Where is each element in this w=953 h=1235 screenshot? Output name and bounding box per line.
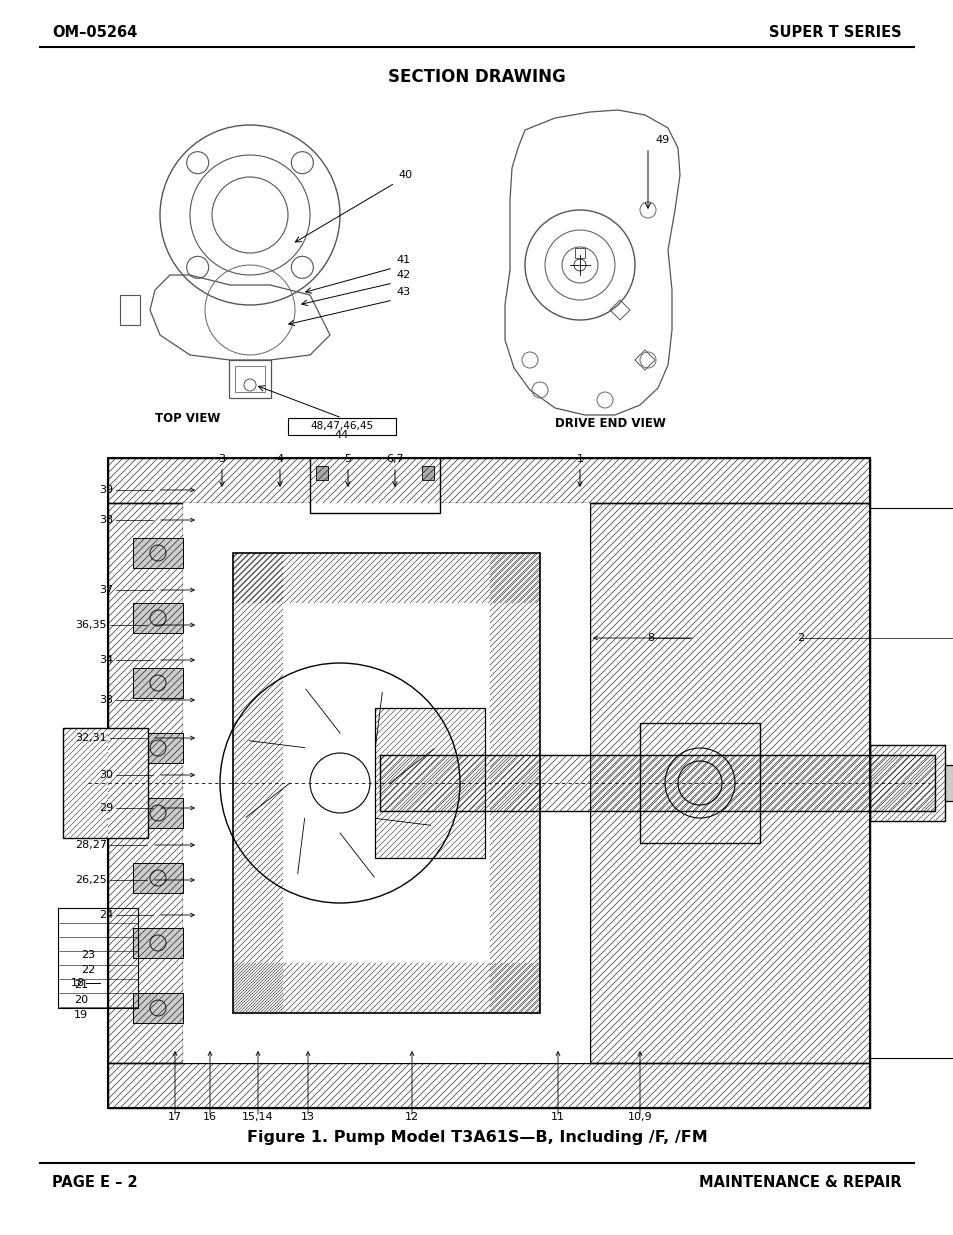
- Text: SUPER T SERIES: SUPER T SERIES: [768, 25, 901, 40]
- Text: 30: 30: [99, 769, 112, 781]
- Text: SECTION DRAWING: SECTION DRAWING: [388, 68, 565, 86]
- Text: 4: 4: [276, 454, 283, 464]
- Text: 23: 23: [81, 950, 95, 960]
- Bar: [132, 993, 183, 1023]
- Bar: [132, 798, 183, 827]
- Text: 44: 44: [335, 430, 349, 440]
- Text: 40: 40: [397, 170, 412, 180]
- Text: 20: 20: [73, 995, 88, 1005]
- Text: 33: 33: [99, 695, 112, 705]
- Text: 26,25: 26,25: [75, 876, 107, 885]
- Bar: [315, 466, 328, 480]
- Bar: [639, 722, 760, 844]
- Bar: [132, 734, 183, 763]
- Text: 16: 16: [203, 1112, 216, 1123]
- Text: 6,7: 6,7: [386, 454, 403, 464]
- Text: 37: 37: [99, 585, 112, 595]
- Bar: [589, 503, 869, 1063]
- Bar: [132, 603, 183, 634]
- Bar: [108, 458, 869, 503]
- Text: TOP VIEW: TOP VIEW: [154, 412, 220, 425]
- Text: 39: 39: [99, 485, 112, 495]
- Bar: [234, 366, 265, 391]
- Bar: [288, 417, 395, 435]
- Bar: [233, 553, 539, 1013]
- Text: 48,47,46,45: 48,47,46,45: [310, 421, 374, 431]
- Bar: [379, 755, 934, 811]
- Bar: [58, 908, 138, 1008]
- Bar: [575, 248, 584, 258]
- Bar: [63, 727, 148, 839]
- Text: 22: 22: [81, 965, 95, 974]
- Text: 17: 17: [168, 1112, 182, 1123]
- Text: 21: 21: [73, 981, 88, 990]
- Bar: [132, 863, 183, 893]
- Text: 18: 18: [71, 978, 85, 988]
- Text: 49: 49: [655, 135, 669, 144]
- Text: 11: 11: [551, 1112, 564, 1123]
- Text: 38: 38: [99, 515, 112, 525]
- Bar: [229, 359, 271, 398]
- Text: DRIVE END VIEW: DRIVE END VIEW: [554, 417, 665, 430]
- Bar: [869, 745, 944, 821]
- Bar: [132, 668, 183, 698]
- Bar: [375, 708, 484, 858]
- Text: 3: 3: [218, 454, 225, 464]
- Text: 34: 34: [99, 655, 112, 664]
- Text: 2: 2: [796, 634, 803, 643]
- Text: 43: 43: [395, 287, 410, 296]
- Text: 5: 5: [344, 454, 351, 464]
- Text: 12: 12: [404, 1112, 418, 1123]
- Text: 19: 19: [73, 1010, 88, 1020]
- Text: OM–05264: OM–05264: [52, 25, 137, 40]
- Text: 28,27: 28,27: [75, 840, 107, 850]
- Text: 1: 1: [576, 454, 583, 464]
- Text: 24: 24: [99, 910, 112, 920]
- Text: 41: 41: [395, 254, 410, 266]
- Bar: [944, 764, 953, 802]
- Text: Figure 1. Pump Model T3A61S—B, Including /F, /FM: Figure 1. Pump Model T3A61S—B, Including…: [247, 1130, 706, 1145]
- Bar: [108, 1063, 869, 1108]
- Bar: [183, 503, 589, 1063]
- Bar: [108, 503, 183, 1063]
- Bar: [108, 458, 869, 1108]
- Text: 42: 42: [395, 270, 410, 280]
- Text: PAGE E – 2: PAGE E – 2: [52, 1174, 137, 1191]
- Bar: [421, 466, 434, 480]
- Text: 36,35: 36,35: [75, 620, 107, 630]
- Bar: [310, 458, 439, 513]
- Text: 15,14: 15,14: [242, 1112, 274, 1123]
- Bar: [132, 538, 183, 568]
- Text: 13: 13: [301, 1112, 314, 1123]
- Text: 29: 29: [99, 803, 112, 813]
- Bar: [132, 927, 183, 958]
- Text: 10,9: 10,9: [627, 1112, 652, 1123]
- Text: MAINTENANCE & REPAIR: MAINTENANCE & REPAIR: [699, 1174, 901, 1191]
- Text: 8: 8: [646, 634, 654, 643]
- Text: 32,31: 32,31: [75, 734, 107, 743]
